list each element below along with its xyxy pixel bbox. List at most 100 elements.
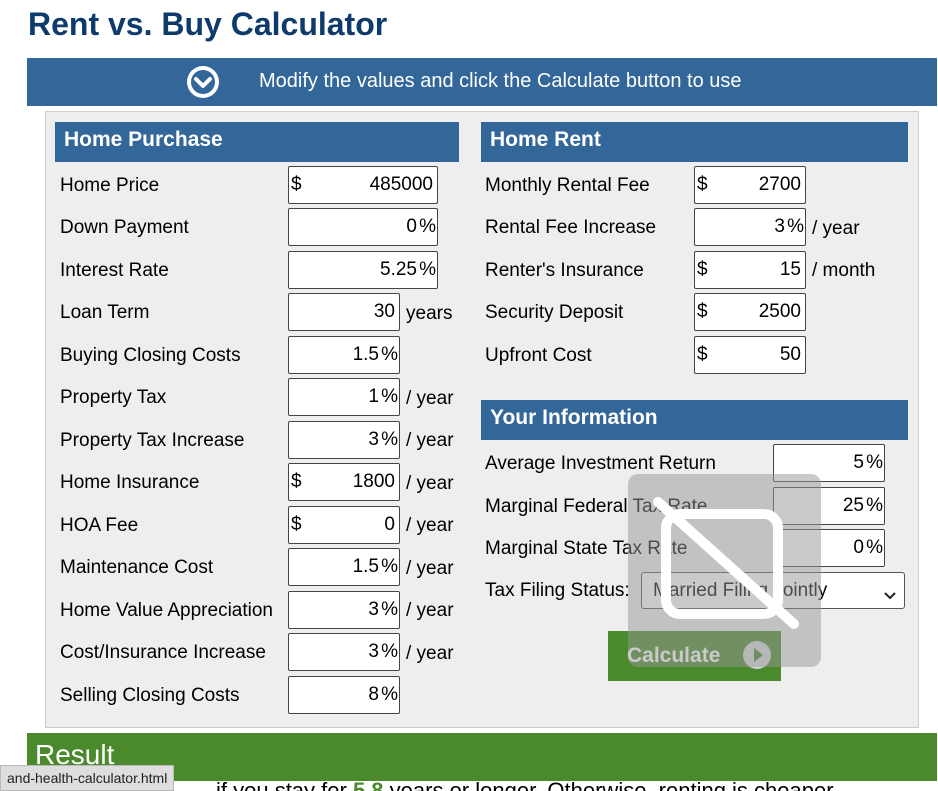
percent-sign: % <box>381 556 398 577</box>
percent-sign: % <box>866 495 883 516</box>
property-tax-label: Property Tax <box>60 387 167 408</box>
chevron-down-circle-icon[interactable] <box>187 66 219 98</box>
dollar-sign: $ <box>291 471 302 492</box>
your-information-heading: Your Information <box>481 400 908 440</box>
upfront-cost-label: Upfront Cost <box>485 345 592 366</box>
marginal-federal-tax-rate-value: 25 <box>842 495 864 516</box>
loan-term-label: Loan Term <box>60 302 150 323</box>
cost-insurance-increase-input[interactable]: 3 % <box>288 633 400 671</box>
rental-fee-increase-unit: / year <box>812 218 860 239</box>
renters-insurance-value: 15 <box>779 259 801 280</box>
property-tax-unit: / year <box>406 388 454 409</box>
down-payment-value: 0 <box>406 216 417 237</box>
monthly-rental-fee-input[interactable]: $ 2700 <box>694 166 806 204</box>
dollar-sign: $ <box>291 174 302 195</box>
dollar-sign: $ <box>697 301 708 322</box>
upfront-cost-value: 50 <box>779 344 801 365</box>
renters-insurance-label: Renter's Insurance <box>485 260 644 281</box>
home-value-appreciation-value: 3 <box>368 599 379 620</box>
percent-sign: % <box>419 259 436 280</box>
home-value-appreciation-input[interactable]: 3 % <box>288 591 400 629</box>
page-title: Rent vs. Buy Calculator <box>28 6 388 42</box>
buying-closing-costs-label: Buying Closing Costs <box>60 345 241 366</box>
result-text-a: if you stay for <box>216 778 353 791</box>
average-investment-return-label: Average Investment Return <box>485 453 716 474</box>
instructions-banner: Modify the values and click the Calculat… <box>27 58 937 106</box>
loan-term-unit: years <box>406 303 453 324</box>
average-investment-return-value: 5 <box>853 452 864 473</box>
upfront-cost-input[interactable]: $ 50 <box>694 336 806 374</box>
security-deposit-value: 2500 <box>758 301 801 322</box>
cost-insurance-increase-unit: / year <box>406 643 454 664</box>
cost-insurance-increase-label: Cost/Insurance Increase <box>60 642 266 663</box>
selling-closing-costs-input[interactable]: 8 % <box>288 676 400 714</box>
result-heading: Result <box>35 739 115 770</box>
percent-sign: % <box>381 386 398 407</box>
home-insurance-value: 1800 <box>352 471 395 492</box>
dollar-sign: $ <box>291 514 302 535</box>
status-bar-url: and-health-calculator.html <box>0 765 175 791</box>
maintenance-cost-unit: / year <box>406 558 454 579</box>
hoa-fee-label: HOA Fee <box>60 515 139 536</box>
hoa-fee-value: 0 <box>384 514 395 535</box>
banner-message: Modify the values and click the Calculat… <box>259 70 742 92</box>
maintenance-cost-input[interactable]: 1.5 % <box>288 548 400 586</box>
home-insurance-input[interactable]: $ 1800 <box>288 463 400 501</box>
interest-rate-label: Interest Rate <box>60 260 169 281</box>
chevron-down-icon <box>884 585 896 607</box>
tax-filing-status-label: Tax Filing Status: <box>485 580 630 601</box>
renters-insurance-unit: / month <box>812 260 876 281</box>
interest-rate-input[interactable]: 5.25 % <box>288 251 438 289</box>
percent-sign: % <box>866 452 883 473</box>
rental-fee-increase-value: 3 <box>774 216 785 237</box>
property-tax-increase-value: 3 <box>368 429 379 450</box>
dollar-sign: $ <box>697 344 708 365</box>
home-price-label: Home Price <box>60 175 160 196</box>
maintenance-cost-value: 1.5 <box>352 556 379 577</box>
interest-rate-value: 5.25 <box>380 259 417 280</box>
home-purchase-heading: Home Purchase <box>55 122 459 162</box>
security-deposit-label: Security Deposit <box>485 302 624 323</box>
property-tax-input[interactable]: 1 % <box>288 378 400 416</box>
loan-term-input[interactable]: 30 <box>288 293 400 331</box>
percent-sign: % <box>381 429 398 450</box>
percent-sign: % <box>787 216 804 237</box>
selling-closing-costs-label: Selling Closing Costs <box>60 685 240 706</box>
percent-sign: % <box>381 599 398 620</box>
monthly-rental-fee-value: 2700 <box>758 174 801 195</box>
security-deposit-input[interactable]: $ 2500 <box>694 293 806 331</box>
home-price-input[interactable]: $ 485000 <box>288 166 438 204</box>
home-rent-heading: Home Rent <box>481 122 908 162</box>
percent-sign: % <box>381 684 398 705</box>
property-tax-increase-input[interactable]: 3 % <box>288 421 400 459</box>
loan-term-value: 30 <box>373 301 395 322</box>
maintenance-cost-label: Maintenance Cost <box>60 557 214 578</box>
down-payment-input[interactable]: 0 % <box>288 208 438 246</box>
home-insurance-label: Home Insurance <box>60 472 200 493</box>
selling-closing-costs-value: 8 <box>368 684 379 705</box>
hoa-fee-unit: / year <box>406 515 454 536</box>
percent-sign: % <box>866 537 883 558</box>
rental-fee-increase-input[interactable]: 3 % <box>694 208 806 246</box>
percent-sign: % <box>381 344 398 365</box>
property-tax-increase-label: Property Tax Increase <box>60 430 245 451</box>
percent-sign: % <box>419 216 436 237</box>
down-payment-label: Down Payment <box>60 217 189 238</box>
monthly-rental-fee-label: Monthly Rental Fee <box>485 175 650 196</box>
screenshot-overlay <box>628 474 821 667</box>
home-value-appreciation-label: Home Value Appreciation <box>60 600 273 621</box>
rental-fee-increase-label: Rental Fee Increase <box>485 217 657 238</box>
buying-closing-costs-value: 1.5 <box>352 344 379 365</box>
property-tax-increase-unit: / year <box>406 430 454 451</box>
home-insurance-unit: / year <box>406 473 454 494</box>
buying-closing-costs-input[interactable]: 1.5 % <box>288 336 400 374</box>
dollar-sign: $ <box>697 174 708 195</box>
hoa-fee-input[interactable]: $ 0 <box>288 506 400 544</box>
renters-insurance-input[interactable]: $ 15 <box>694 251 806 289</box>
result-years: 5.8 <box>352 778 384 791</box>
property-tax-value: 1 <box>368 386 379 407</box>
result-summary: if you stay for 5.8 years or longer. Oth… <box>216 778 838 791</box>
marginal-state-tax-rate-value: 0 <box>853 537 864 558</box>
percent-sign: % <box>381 641 398 662</box>
dollar-sign: $ <box>697 259 708 280</box>
